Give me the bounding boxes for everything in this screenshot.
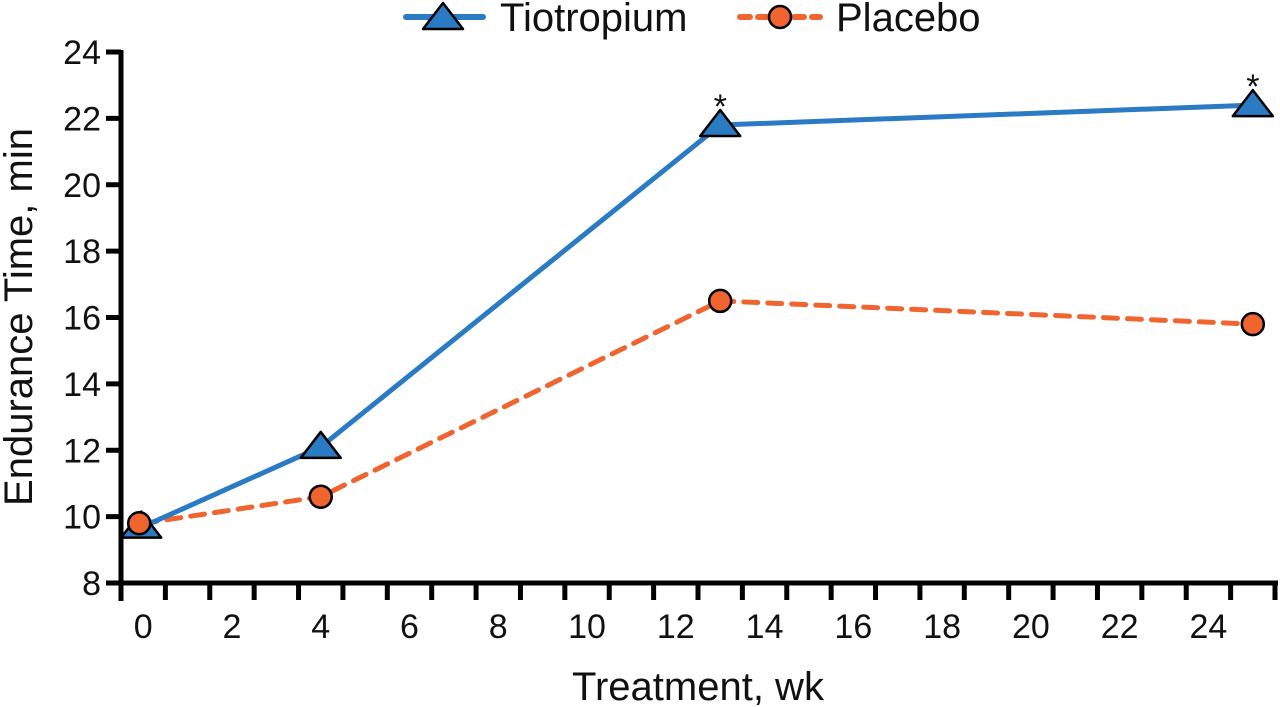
x-tick-label: 24 [1190,608,1228,646]
series-line-tiotropium [140,102,1256,530]
x-tick-label: 8 [489,608,508,646]
x-tick-label: 6 [400,608,419,646]
x-tick-label: 2 [223,608,242,646]
x-axis-label: Treatment, wk [572,665,825,707]
data-point-circle [126,511,152,536]
legend: Tiotropium Placebo [403,0,981,40]
data-point-circle [707,288,733,314]
x-tick-label: 0 [134,608,153,646]
x-tick-label: 4 [311,608,330,646]
legend-triangle-icon [421,1,465,31]
y-tick-label: 24 [63,34,101,72]
x-tick-label: 20 [1012,608,1050,646]
series-layer [119,88,1275,539]
legend-circle-icon [767,4,793,30]
legend-item-placebo: Placebo [737,0,981,40]
y-tick-label: 22 [63,100,101,138]
y-axis-label: Endurance Time, min [0,128,41,506]
y-tick-label: 16 [63,300,101,338]
y-tick-label: 18 [63,233,101,271]
x-tick-label: 10 [568,608,606,646]
x-tick-label: 16 [834,608,872,646]
series-line-placebo [140,298,1256,526]
y-tick-label: 12 [63,432,101,470]
legend-label: Placebo [836,0,981,40]
x-tick-label: 12 [657,608,695,646]
x-tick-label: 14 [746,608,784,646]
x-tick-label: 18 [923,608,961,646]
significance-asterisk: * [1246,68,1259,106]
data-point-triangle [1231,88,1275,118]
y-tick-label: 8 [82,565,101,603]
data-point-triangle [299,430,342,460]
data-point-circle [1240,311,1266,337]
significance-asterisk: * [714,88,727,126]
legend-label: Tiotropium [500,0,687,40]
legend-item-tiotropium: Tiotropium [403,0,687,40]
annotations: ** [714,68,1260,126]
y-tick-label: 20 [63,167,101,205]
data-point-circle [308,484,333,509]
y-tick-label: 14 [63,366,101,404]
y-tick-label: 10 [63,499,101,537]
data-point-triangle [698,108,742,138]
x-tick-label: 22 [1101,608,1139,646]
